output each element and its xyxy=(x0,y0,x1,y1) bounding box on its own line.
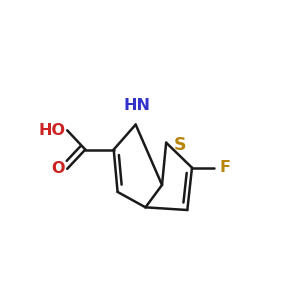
Text: HO: HO xyxy=(38,123,65,138)
Text: HN: HN xyxy=(124,98,151,113)
Text: O: O xyxy=(52,161,65,176)
Text: F: F xyxy=(219,160,230,175)
Text: S: S xyxy=(174,136,186,154)
